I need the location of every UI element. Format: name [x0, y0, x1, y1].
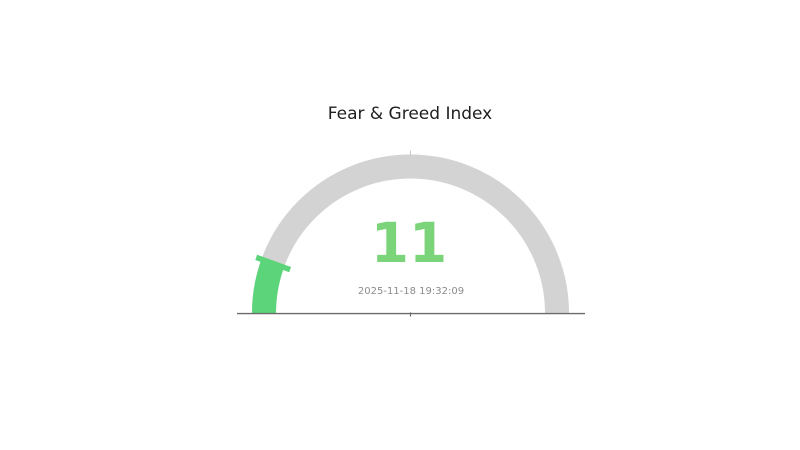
- gauge-value: 11: [370, 211, 448, 275]
- gauge-timestamp: 2025-11-18 19:32:09: [357, 286, 465, 297]
- chart-title: Fear & Greed Index: [327, 104, 493, 124]
- gauge-track-arc: [252, 154, 569, 314]
- gauge-value-marker: [255, 254, 292, 273]
- gauge-value-arc: [252, 259, 285, 314]
